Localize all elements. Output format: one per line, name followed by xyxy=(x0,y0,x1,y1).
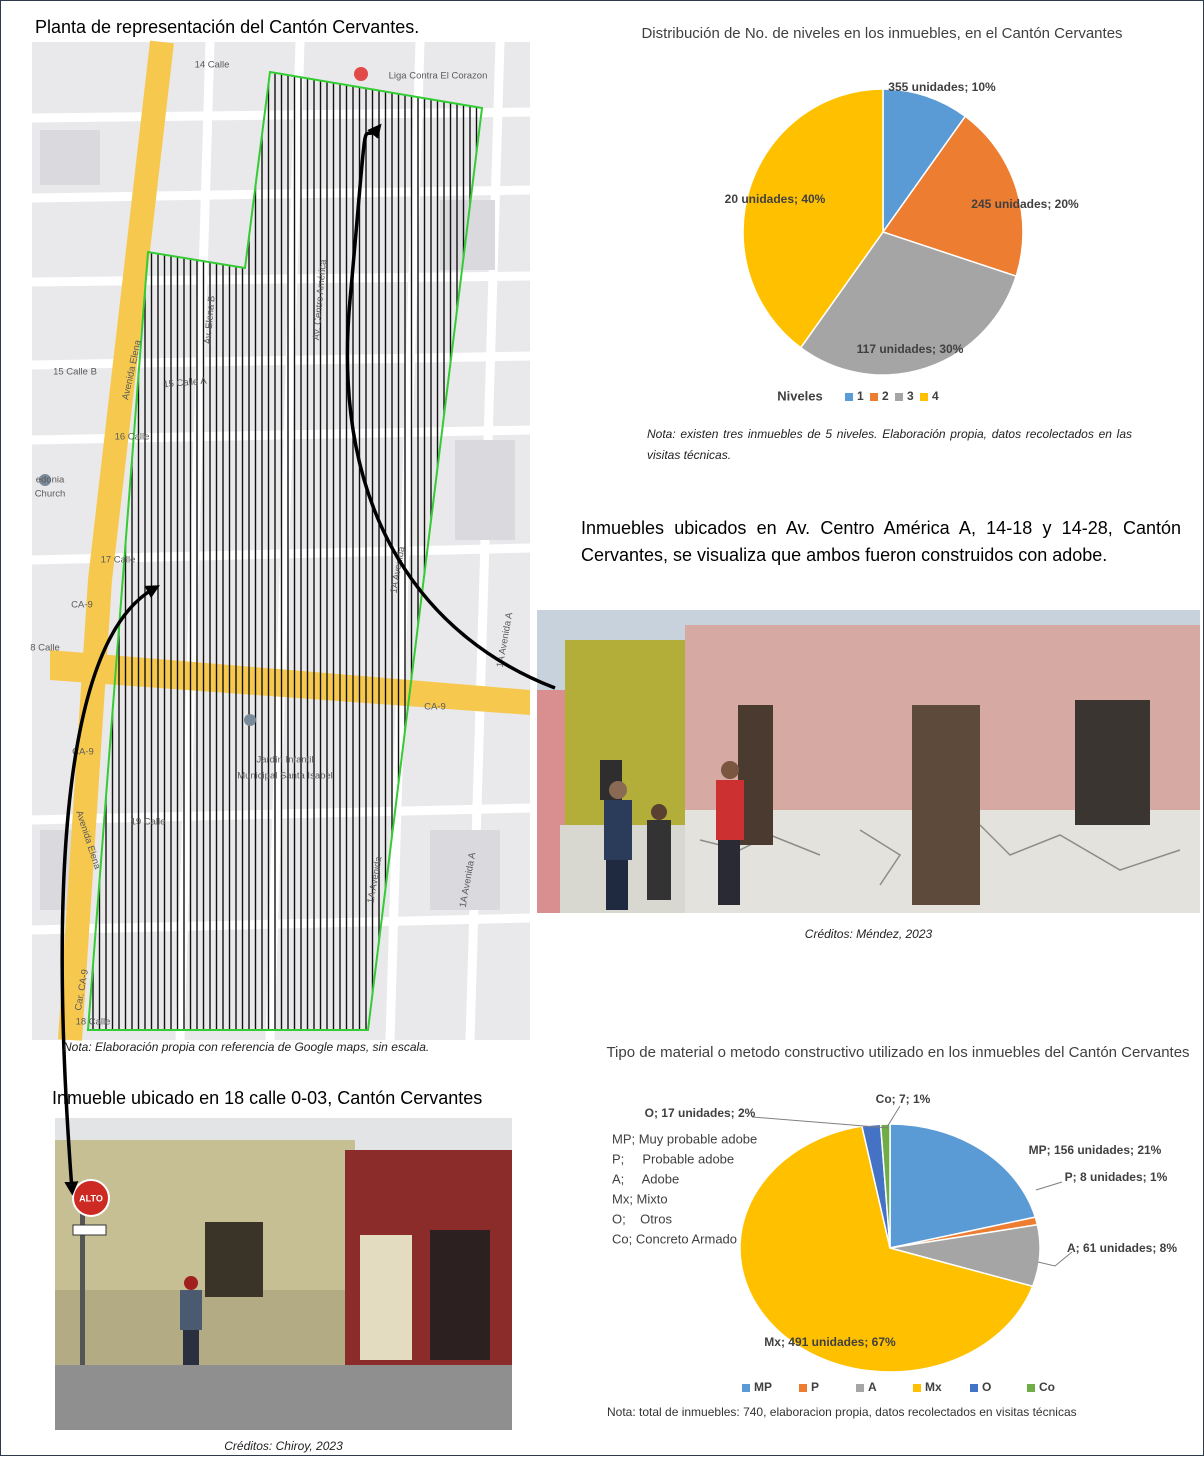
leader-line xyxy=(1036,1182,1062,1190)
photo-caption: Inmueble ubicado en 18 calle 0-03, Cantó… xyxy=(52,1085,482,1112)
map-label: CA-9 xyxy=(71,600,93,611)
map-label: Jardín Infantil xyxy=(256,755,313,766)
photo-credit: Créditos: Méndez, 2023 xyxy=(537,924,1200,945)
map-label: 18 Calle xyxy=(76,1017,111,1028)
graphics: 14 CalleLiga Contra El CorazonAvenida El… xyxy=(0,0,1204,1456)
legend-label: 1 xyxy=(857,389,864,403)
map-label: 16 Calle xyxy=(115,432,150,443)
legend-label: P xyxy=(811,1380,819,1394)
photo xyxy=(537,610,1200,913)
key-text: Mx; Mixto xyxy=(612,1191,668,1206)
legend-label: Co xyxy=(1039,1380,1055,1394)
legend-swatch xyxy=(742,1384,750,1392)
key-text: MP; Muy probable adobe xyxy=(612,1131,757,1146)
legend-title: Niveles xyxy=(777,388,823,403)
data-label: 117 unidades; 30% xyxy=(857,342,964,356)
legend-swatch xyxy=(845,393,853,401)
chart-title: Tipo de material o metodo constructivo u… xyxy=(606,1044,1189,1061)
key-text: Co; Concreto Armado xyxy=(612,1231,737,1246)
data-label: MP; 156 unidades; 21% xyxy=(1029,1143,1162,1157)
legend-label: 2 xyxy=(882,389,889,403)
map-label: 8 Calle xyxy=(30,643,60,654)
photo-caption: Inmuebles ubicados en Av. Centro América… xyxy=(581,515,1181,569)
legend-swatch xyxy=(895,393,903,401)
key-text: O; Otros xyxy=(612,1211,672,1226)
data-label: P; 8 unidades; 1% xyxy=(1065,1170,1168,1184)
legend-label: MP xyxy=(754,1380,772,1394)
map-title: Planta de representación del Cantón Cerv… xyxy=(35,14,419,41)
sign-text: ALTO xyxy=(79,1193,103,1203)
legend-label: A xyxy=(868,1380,877,1394)
data-label: Mx; 491 unidades; 67% xyxy=(764,1335,896,1349)
legend-swatch xyxy=(1027,1384,1035,1392)
chart-title: Distribución de No. de niveles en los in… xyxy=(641,25,1122,42)
legend-label: 3 xyxy=(907,389,914,403)
data-label: O; 17 unidades; 2% xyxy=(645,1106,756,1120)
map-label: 14 Calle xyxy=(195,60,230,71)
key-text: A; Adobe xyxy=(612,1171,679,1186)
map-label: 17 Calle xyxy=(101,555,136,566)
legend-swatch xyxy=(856,1384,864,1392)
data-label: Co; 7; 1% xyxy=(876,1092,931,1106)
photo: ALTO xyxy=(55,1118,512,1430)
chart-note: Nota: existen tres inmuebles de 5 nivele… xyxy=(647,424,1132,466)
map-label: Liga Contra El Corazon xyxy=(389,71,488,82)
map-label: Church xyxy=(35,489,66,500)
photo-credit: Créditos: Chiroy, 2023 xyxy=(55,1436,512,1457)
map-label: CA-9 xyxy=(424,702,446,713)
legend-swatch xyxy=(913,1384,921,1392)
legend-label: 4 xyxy=(932,389,939,403)
map-label: Municipal Santa Isabel xyxy=(237,771,333,782)
key-text: P; Probable adobe xyxy=(612,1151,734,1166)
leader-line xyxy=(752,1117,889,1128)
map-label: 15 Calle B xyxy=(53,367,97,378)
legend-label: Mx xyxy=(925,1380,942,1394)
page: 14 CalleLiga Contra El CorazonAvenida El… xyxy=(0,0,1204,1456)
map-note: Nota: Elaboración propia con referencia … xyxy=(63,1037,531,1058)
legend-label: O xyxy=(982,1380,991,1394)
legend-swatch xyxy=(870,393,878,401)
data-label: 245 unidades; 20% xyxy=(971,197,1079,211)
chart-note: Nota: total de inmuebles: 740, elaboraci… xyxy=(607,1402,1187,1422)
data-label: 355 unidades; 10% xyxy=(888,80,996,94)
legend-swatch xyxy=(920,393,928,401)
legend-swatch xyxy=(970,1384,978,1392)
map-label: edonia xyxy=(36,475,65,486)
data-label: A; 61 unidades; 8% xyxy=(1067,1241,1177,1255)
legend-swatch xyxy=(799,1384,807,1392)
data-label: 20 unidades; 40% xyxy=(725,192,826,206)
map-label: 19 Calle xyxy=(131,817,166,828)
